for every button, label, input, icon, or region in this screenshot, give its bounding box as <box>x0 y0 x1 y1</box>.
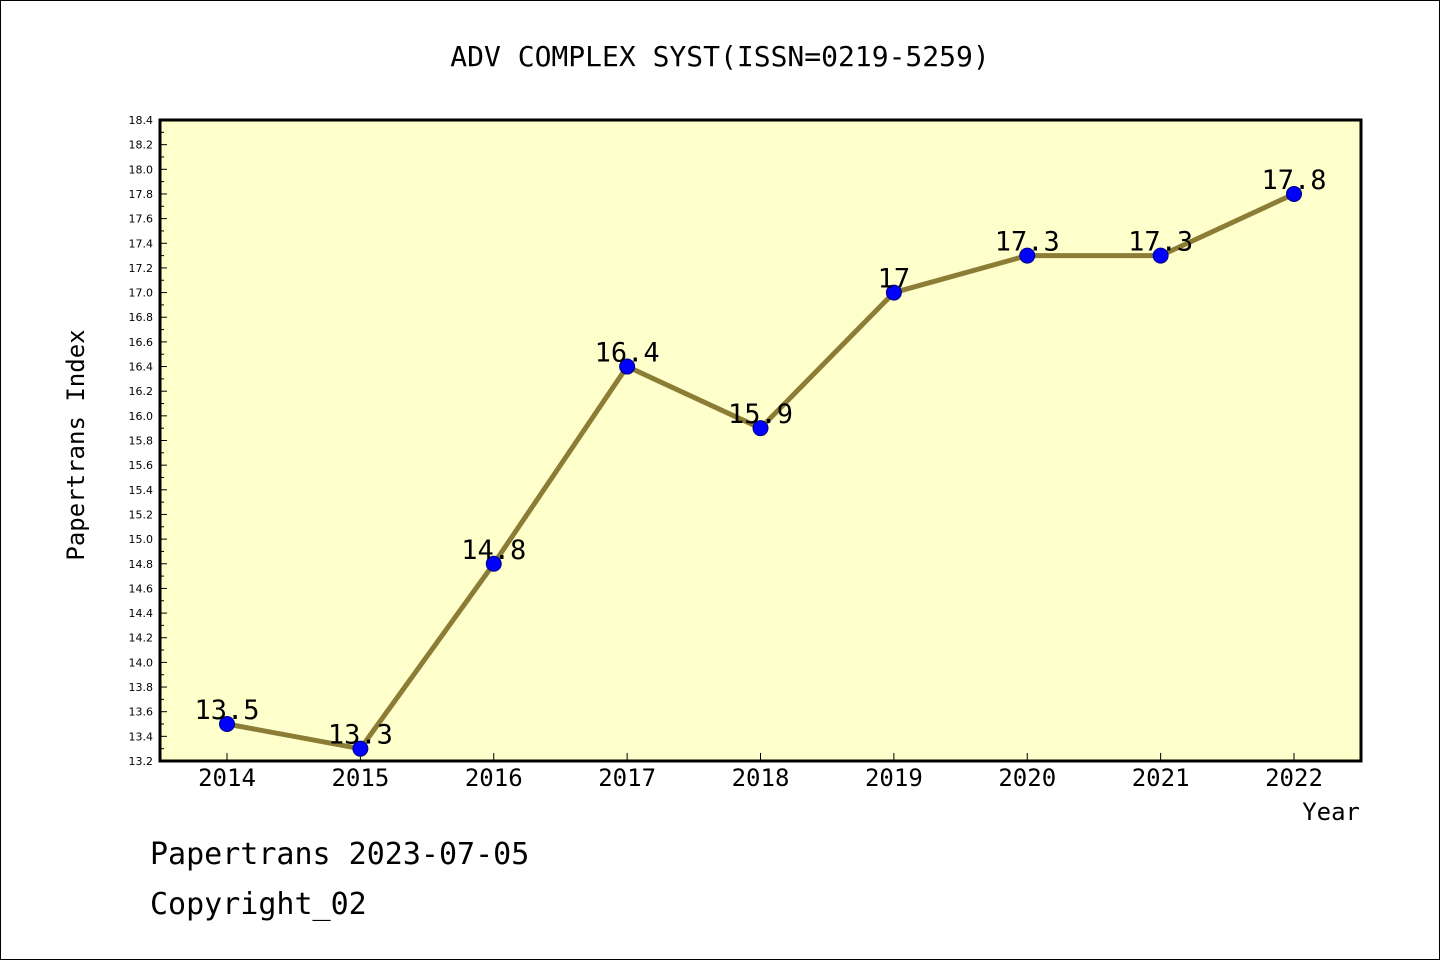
x-tick-label: 2022 <box>1265 764 1323 792</box>
y-tick-label: 14.8 <box>129 558 154 571</box>
y-tick-label: 14.2 <box>129 632 154 645</box>
data-label: 13.5 <box>194 695 259 726</box>
data-point <box>619 358 636 375</box>
y-tick-label: 18.2 <box>129 139 154 152</box>
y-tick-label: 15.0 <box>129 533 154 546</box>
y-axis-title: Papertrans Index <box>62 329 90 560</box>
data-label: 16.4 <box>595 338 660 369</box>
data-point <box>752 420 769 437</box>
x-tick-label: 2018 <box>732 764 790 792</box>
y-tick-label: 13.6 <box>129 706 154 719</box>
data-point <box>352 740 369 757</box>
y-tick-label: 18.0 <box>129 163 154 176</box>
chart-title: ADV COMPLEX SYST(ISSN=0219-5259) <box>450 40 989 73</box>
y-tick-label: 17.8 <box>129 188 154 201</box>
data-point <box>485 555 502 572</box>
y-tick-label: 15.8 <box>129 435 154 448</box>
y-tick-label: 13.8 <box>129 681 154 694</box>
y-tick-label: 14.4 <box>129 607 154 620</box>
x-tick-label: 2014 <box>198 764 256 792</box>
data-point <box>1286 185 1302 202</box>
y-tick-label: 13.4 <box>129 730 154 743</box>
y-tick-label: 16.0 <box>129 410 154 423</box>
x-tick-label: 2019 <box>865 764 923 792</box>
x-tick-label: 2017 <box>598 764 656 792</box>
data-point <box>219 716 235 733</box>
y-tick-label: 17.0 <box>129 287 154 300</box>
y-tick-label: 16.2 <box>129 385 154 398</box>
footer-date: Papertrans 2023-07-05 <box>150 837 529 872</box>
data-label: 17.3 <box>995 227 1060 258</box>
y-tick-label: 17.2 <box>129 262 154 275</box>
data-label: 17.8 <box>1261 165 1326 196</box>
data-labels-layer: 13.5 13.3 14.8 16.4 15.9 17 17.3 17.3 17.8 <box>194 165 1326 751</box>
y-tick-label: 15.2 <box>129 508 154 521</box>
footer-copyright: Copyright_02 <box>150 887 367 922</box>
data-label: 15.9 <box>728 399 793 430</box>
data-label: 14.8 <box>461 535 526 566</box>
y-tick-label: 17.6 <box>129 213 154 226</box>
x-tick-label: 2021 <box>1132 764 1190 792</box>
y-tick-label: 14.0 <box>129 656 154 669</box>
data-point <box>1019 247 1036 264</box>
y-tick-label: 17.4 <box>129 237 154 250</box>
y-tick-label: 15.6 <box>129 459 154 472</box>
y-tick-label: 14.6 <box>129 582 154 595</box>
data-label: 13.3 <box>328 720 393 751</box>
data-point <box>1152 247 1169 264</box>
y-axis: 13.2 13.4 13.6 13.8 14.0 14.2 14.4 14.6 14.8 15.0… <box>129 114 167 768</box>
x-tick-label: 2016 <box>465 764 523 792</box>
y-tick-label: 15.4 <box>129 484 154 497</box>
data-label: 17 <box>878 264 911 295</box>
y-tick-label: 16.4 <box>129 361 154 374</box>
y-tick-label: 13.2 <box>129 755 154 768</box>
data-point <box>885 284 902 301</box>
y-tick-label: 16.8 <box>129 311 154 324</box>
x-tick-label: 2020 <box>998 764 1056 792</box>
series-line-layer <box>219 185 1302 757</box>
y-tick-label: 16.6 <box>129 336 154 349</box>
y-tick-label: 18.4 <box>129 114 154 127</box>
x-axis: 2014 2015 2016 2017 2018 2019 2020 2021 2022 <box>198 753 1323 792</box>
plot-area <box>158 118 1363 763</box>
x-tick-label: 2015 <box>331 764 389 792</box>
data-label: 17.3 <box>1128 227 1193 258</box>
x-axis-title: Year <box>1302 798 1360 826</box>
